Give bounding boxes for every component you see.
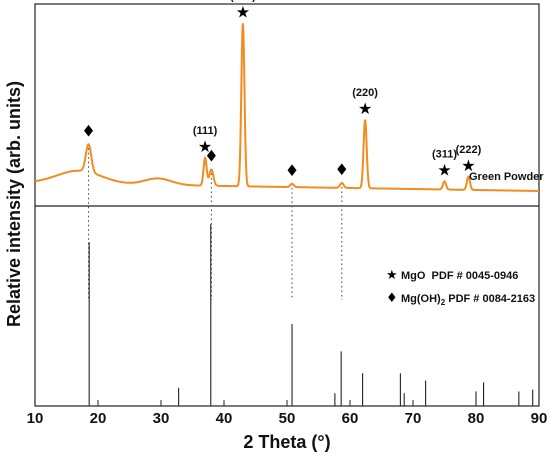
peak-label: (200) bbox=[230, 0, 256, 2]
legend-mgoh2-diamond-icon: ♦ bbox=[386, 291, 398, 306]
legend-mgoh2-label: Mg(OH)2 PDF # 0084-2163 bbox=[401, 293, 535, 307]
mgoh2-diamond-icon: ♦ bbox=[204, 146, 218, 165]
peak-label: (311) bbox=[432, 148, 457, 160]
mgoh2-diamond-icon: ♦ bbox=[335, 160, 349, 179]
x-tick-label: 40 bbox=[216, 410, 233, 427]
dotted-guides bbox=[88, 148, 343, 300]
x-tick-label: 70 bbox=[405, 410, 422, 427]
legend-mgo-star-icon: ★ bbox=[386, 268, 398, 283]
peak-label: (220) bbox=[352, 87, 378, 99]
x-tick-label: 90 bbox=[531, 410, 548, 427]
mgo-star-icon: ★ bbox=[358, 99, 372, 118]
peak-label: (222) bbox=[456, 144, 482, 156]
legend-mgo-label: MgO PDF # 0045-0946 bbox=[401, 270, 518, 282]
mgo-star-icon: ★ bbox=[437, 160, 451, 179]
series-name-label: Green Powder bbox=[469, 171, 544, 183]
mgo-star-icon: ★ bbox=[198, 137, 212, 156]
x-tick-label: 30 bbox=[153, 410, 170, 427]
x-tick-label: 10 bbox=[27, 410, 44, 427]
x-tick-label: 50 bbox=[279, 410, 296, 427]
reference-pattern bbox=[88, 224, 534, 406]
x-axis-title: 2 Theta (°) bbox=[243, 432, 330, 452]
x-axis-ticks: 10 20 30 40 50 60 70 80 90 bbox=[27, 400, 548, 427]
mgo-star-icon: ★ bbox=[461, 156, 475, 175]
legend: ★ MgO PDF # 0045-0946 ♦ Mg(OH)2 PDF # 00… bbox=[386, 268, 535, 307]
y-axis-title: Relative intensity (arb. units) bbox=[4, 81, 24, 327]
mgoh2-diamond-icon: ♦ bbox=[81, 121, 95, 140]
peak-label: (111) bbox=[193, 125, 218, 137]
x-tick-label: 60 bbox=[342, 410, 359, 427]
mgoh2-diamond-icon: ♦ bbox=[285, 161, 299, 180]
x-tick-label: 80 bbox=[468, 410, 485, 427]
x-tick-label: 20 bbox=[90, 410, 107, 427]
series-line-green-powder bbox=[34, 23, 540, 192]
phase-markers: ★★★★ ★♦♦♦ ♦ bbox=[81, 2, 475, 180]
plot-frame bbox=[34, 3, 540, 407]
mgo-star-icon: ★ bbox=[236, 2, 250, 21]
peak-labels: (111) (200) (220) (311)(222) bbox=[193, 0, 482, 160]
